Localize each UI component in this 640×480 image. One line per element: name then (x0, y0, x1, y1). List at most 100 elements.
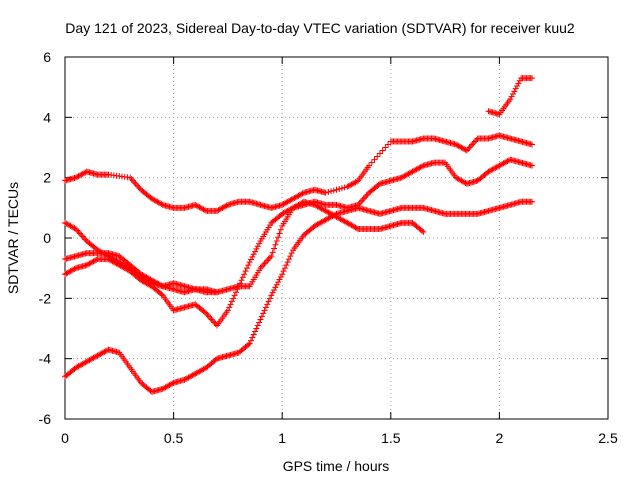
data-point (254, 322, 261, 329)
data-point (129, 177, 136, 184)
data-point (382, 144, 389, 151)
data-point (283, 262, 290, 269)
data-point (79, 233, 86, 240)
data-point (368, 159, 375, 166)
data-point (338, 185, 345, 192)
data-point (261, 307, 268, 314)
data-point (379, 147, 386, 154)
data-point (262, 304, 269, 311)
data-point (359, 197, 366, 204)
data-point (266, 295, 273, 302)
data-point (224, 307, 231, 314)
data-point (136, 185, 143, 192)
data-point (341, 184, 348, 191)
data-point (470, 139, 477, 146)
data-point (81, 235, 88, 241)
data-point (254, 243, 261, 250)
data-point (471, 138, 478, 145)
data-point (462, 146, 469, 153)
y-tick-label: -2 (39, 290, 52, 306)
data-point (288, 250, 295, 257)
data-point (333, 186, 340, 193)
data-point (330, 187, 337, 194)
data-point (246, 340, 253, 347)
data-point (276, 276, 283, 283)
data-point (249, 253, 256, 260)
data-point (247, 337, 254, 344)
data-point (269, 249, 276, 256)
data-point (328, 188, 335, 195)
series-track-6 (485, 75, 535, 118)
data-point (208, 316, 215, 323)
data-point (374, 153, 381, 160)
data-point (268, 292, 275, 299)
data-point (76, 230, 83, 237)
x-tick-label: 1.5 (381, 430, 401, 446)
data-point (135, 183, 142, 190)
data-point (528, 141, 535, 148)
data-point (508, 93, 515, 100)
data-point (275, 279, 282, 286)
data-point (281, 265, 288, 272)
data-point (277, 226, 284, 233)
data-point (279, 271, 286, 278)
data-point (371, 156, 378, 163)
data-point (507, 96, 514, 103)
y-tick-label: 4 (43, 109, 51, 125)
data-point (325, 188, 332, 195)
y-tick-label: 6 (43, 49, 51, 65)
data-point (238, 277, 245, 284)
data-point (247, 256, 254, 263)
axis-ticks (64, 56, 609, 420)
data-point (228, 298, 235, 305)
data-point (253, 245, 260, 252)
data-point (299, 190, 306, 197)
grid-lines (65, 57, 608, 419)
data-point (253, 325, 260, 332)
x-tick-label: 1 (278, 430, 286, 446)
data-point (250, 251, 257, 258)
data-point (207, 314, 214, 321)
series-track-1 (62, 132, 535, 214)
data-point (473, 136, 480, 143)
data-point (260, 310, 267, 317)
data-point (272, 284, 279, 291)
data-point (214, 289, 221, 296)
data-point (227, 301, 234, 308)
y-tick-label: -6 (39, 411, 52, 427)
data-point (169, 380, 176, 387)
data-point (511, 88, 518, 95)
data-point (353, 225, 360, 232)
data-point (262, 259, 269, 266)
data-point (355, 201, 362, 208)
data-point (71, 265, 78, 272)
data-point (363, 192, 370, 199)
data-point (234, 286, 241, 293)
data-point (268, 253, 275, 260)
data-points (62, 75, 535, 395)
data-point (258, 263, 265, 270)
data-point (285, 256, 292, 263)
x-tick-label: 0 (61, 430, 69, 446)
data-point (360, 195, 367, 202)
data-point (131, 179, 138, 186)
data-point (420, 228, 427, 235)
data-point (260, 262, 267, 269)
data-point (528, 162, 535, 169)
data-point (467, 142, 474, 149)
data-point (276, 230, 283, 237)
data-point (241, 271, 248, 278)
data-point (269, 289, 276, 296)
data-point (243, 265, 250, 272)
x-tick-labels: 0 0.5 1 1.5 2 2.5 (61, 430, 618, 446)
data-point (127, 174, 134, 181)
data-point (82, 236, 89, 243)
plot-frame (64, 56, 609, 420)
data-point (158, 201, 165, 208)
data-point (230, 295, 237, 302)
data-point (93, 256, 100, 263)
data-point (246, 259, 253, 266)
x-tick-label: 2.5 (598, 430, 618, 446)
data-point (261, 260, 268, 267)
data-point (357, 198, 364, 205)
